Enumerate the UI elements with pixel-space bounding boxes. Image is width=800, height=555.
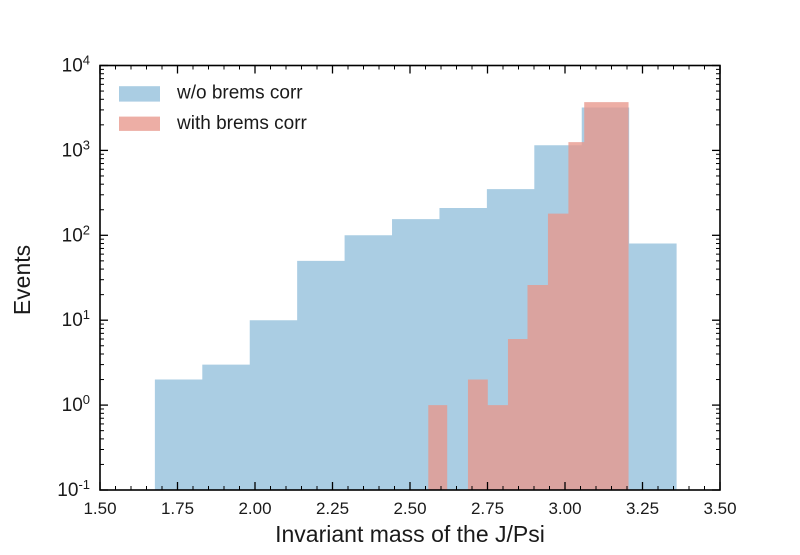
svg-text:3.50: 3.50 [703, 499, 736, 518]
svg-text:with brems corr: with brems corr [176, 113, 308, 134]
svg-text:102: 102 [62, 222, 90, 247]
svg-text:Invariant mass of the J/Psi: Invariant mass of the J/Psi [275, 521, 545, 547]
svg-text:3.25: 3.25 [626, 499, 659, 518]
svg-text:101: 101 [62, 307, 90, 332]
svg-text:2.25: 2.25 [316, 499, 349, 518]
svg-text:1.50: 1.50 [83, 499, 116, 518]
svg-text:2.00: 2.00 [238, 499, 271, 518]
svg-text:103: 103 [62, 137, 90, 162]
svg-text:3.00: 3.00 [548, 499, 581, 518]
svg-text:Events: Events [9, 245, 35, 315]
svg-text:w/o brems corr: w/o brems corr [176, 83, 303, 104]
svg-text:10-1: 10-1 [57, 477, 90, 502]
svg-text:104: 104 [62, 52, 90, 77]
svg-text:2.50: 2.50 [393, 499, 426, 518]
svg-text:2.75: 2.75 [471, 499, 504, 518]
svg-text:1.75: 1.75 [161, 499, 194, 518]
svg-text:100: 100 [62, 392, 90, 417]
